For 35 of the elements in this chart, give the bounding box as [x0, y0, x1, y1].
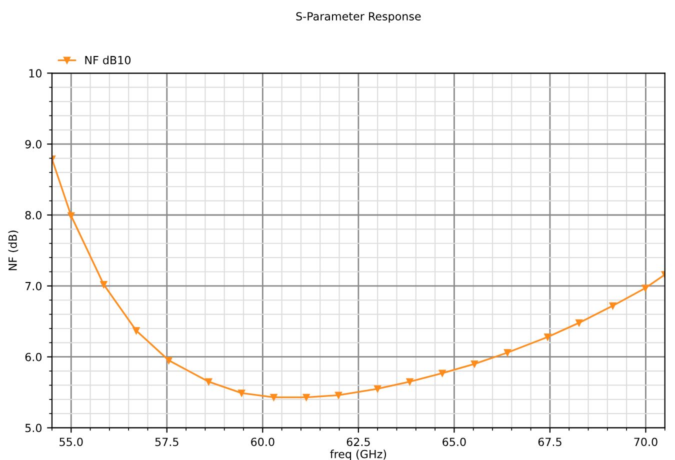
x-axis-title: freq (GHz)	[330, 450, 386, 460]
point	[238, 390, 246, 397]
point	[205, 378, 212, 386]
point	[302, 394, 310, 401]
y-axis-title: NF (dB)	[8, 230, 18, 270]
point	[438, 370, 446, 377]
x-tick-label: 60.0	[251, 438, 274, 446]
point	[100, 281, 108, 288]
point	[576, 319, 583, 326]
point	[504, 349, 511, 356]
y-tick-label: 10	[29, 69, 42, 78]
x-tick-label: 70.0	[634, 438, 658, 446]
y-tick-label: 5.0	[25, 424, 42, 432]
x-tick-label: 62.5	[346, 438, 370, 446]
x-tick-label: 67.5	[538, 438, 562, 446]
point	[270, 394, 278, 401]
point	[374, 385, 382, 392]
point	[609, 302, 616, 310]
chart-title: S-Parameter Response	[296, 12, 421, 23]
y-tick-label: 6.0	[25, 352, 42, 362]
point	[68, 212, 75, 220]
point	[132, 327, 140, 334]
point	[642, 284, 649, 292]
y-tick-label: 9.0	[25, 140, 42, 148]
legend-label: NF dB10	[85, 56, 131, 64]
x-tick-label: 65.0	[442, 438, 466, 446]
point	[165, 356, 172, 364]
y-tick-label: 7.0	[25, 282, 42, 290]
point	[544, 334, 552, 340]
point	[335, 392, 342, 399]
x-tick-label: 55.0	[60, 438, 83, 446]
point	[471, 360, 478, 368]
x-tick-label: 57.5	[155, 438, 178, 446]
y-tick-label: 8.0	[25, 210, 42, 220]
point	[406, 378, 414, 386]
